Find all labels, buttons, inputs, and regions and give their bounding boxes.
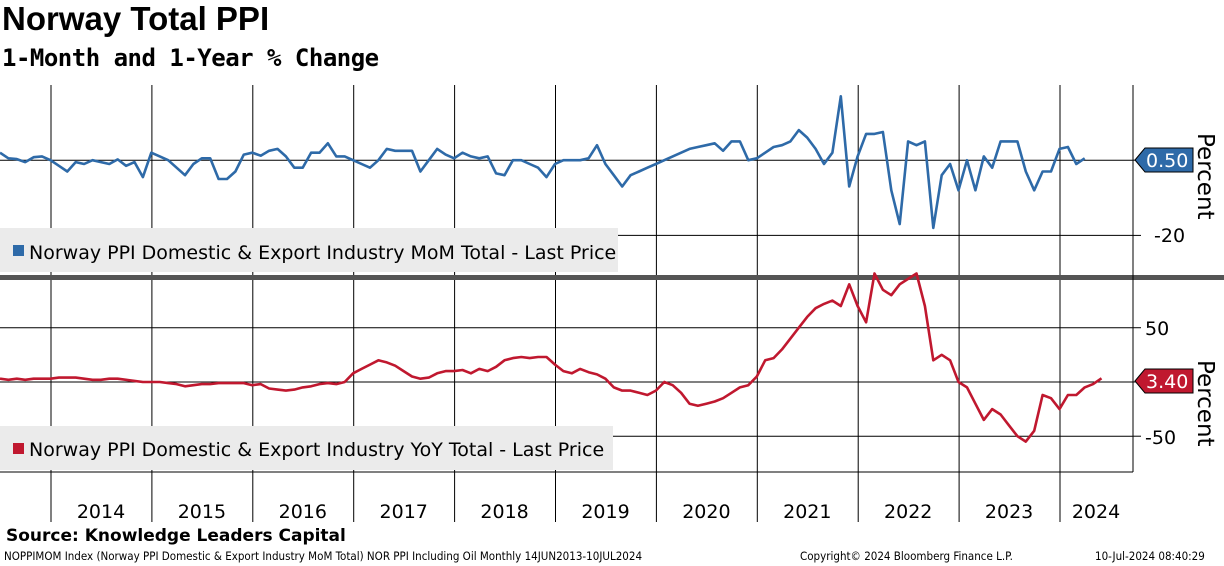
legend-swatch-mom bbox=[13, 245, 24, 256]
x-tick-label: 2014 bbox=[77, 501, 125, 523]
x-tick-label: 2020 bbox=[682, 501, 730, 523]
x-tick-label: 2024 bbox=[1072, 501, 1120, 523]
x-tick-label: 2019 bbox=[581, 501, 629, 523]
legend-label-mom: Norway PPI Domestic & Export Industry Mo… bbox=[29, 242, 616, 264]
x-tick-label: 2022 bbox=[884, 501, 932, 523]
x-tick-label: 2015 bbox=[178, 501, 226, 523]
x-tick-label: 2023 bbox=[985, 501, 1033, 523]
y-axis-label-top: Percent bbox=[1192, 133, 1218, 220]
source-note: Source: Knowledge Leaders Capital bbox=[6, 526, 346, 546]
last-value-tag-yoy: 3.40 bbox=[1134, 368, 1194, 394]
legend-swatch-yoy bbox=[13, 443, 24, 454]
y-tick-label: -50 bbox=[1145, 427, 1176, 449]
x-tick-label: 2018 bbox=[480, 501, 528, 523]
y-tick-label: -20 bbox=[1154, 225, 1185, 247]
footer-timestamp: 10-Jul-2024 08:40:29 bbox=[1095, 549, 1205, 563]
x-tick-label: 2017 bbox=[380, 501, 428, 523]
y-tick-label: 50 bbox=[1145, 318, 1169, 340]
mom-series-line bbox=[0, 95, 1086, 230]
last-value-tag-mom: 0.50 bbox=[1134, 147, 1194, 173]
chart-title: Norway Total PPI bbox=[2, 0, 270, 37]
footer-copyright: Copyright© 2024 Bloomberg Finance L.P. bbox=[800, 549, 1013, 563]
footer-series-info: NOPPIMOM Index (Norway PPI Domestic & Ex… bbox=[4, 549, 643, 563]
last-value-yoy: 3.40 bbox=[1146, 371, 1188, 393]
legend-label-yoy: Norway PPI Domestic & Export Industry Yo… bbox=[29, 439, 604, 461]
x-tick-label: 2021 bbox=[783, 501, 831, 523]
y-axis-label-bottom: Percent bbox=[1192, 360, 1218, 447]
legend-mom: Norway PPI Domestic & Export Industry Mo… bbox=[0, 228, 618, 272]
yoy-series-line bbox=[0, 272, 1103, 443]
x-tick-label: 2016 bbox=[279, 501, 327, 523]
legend-yoy: Norway PPI Domestic & Export Industry Yo… bbox=[0, 426, 613, 470]
last-value-mom: 0.50 bbox=[1146, 150, 1188, 172]
chart-subtitle: 1-Month and 1-Year % Change bbox=[2, 44, 379, 72]
panel-separator bbox=[0, 275, 1224, 280]
